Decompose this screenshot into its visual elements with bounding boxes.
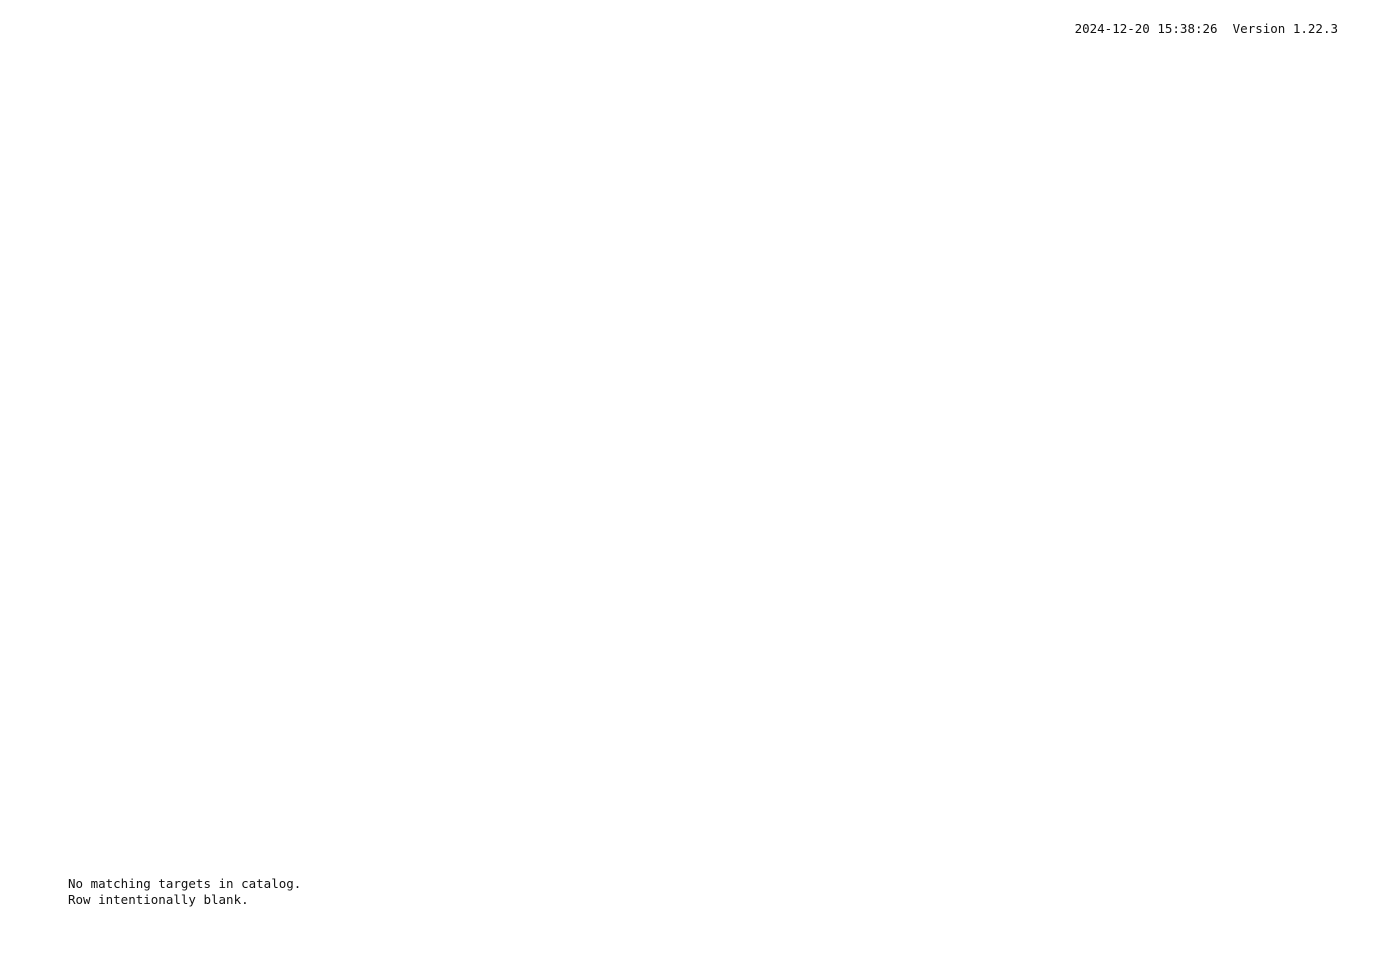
report-timestamp: 2024-12-20 15:38:26 (1074, 21, 1218, 36)
catalog-note-line-1: No matching targets in catalog. (68, 876, 302, 891)
report-timestamp-version: 2024-12-20 15:38:26 Version 1.22.3 (1044, 6, 1338, 51)
report-version: Version 1.22.3 (1232, 21, 1338, 36)
classification-color-bar (65, 944, 1345, 952)
catalog-note-line-2: Row intentionally blank. (68, 892, 249, 907)
spacer (1218, 21, 1233, 36)
